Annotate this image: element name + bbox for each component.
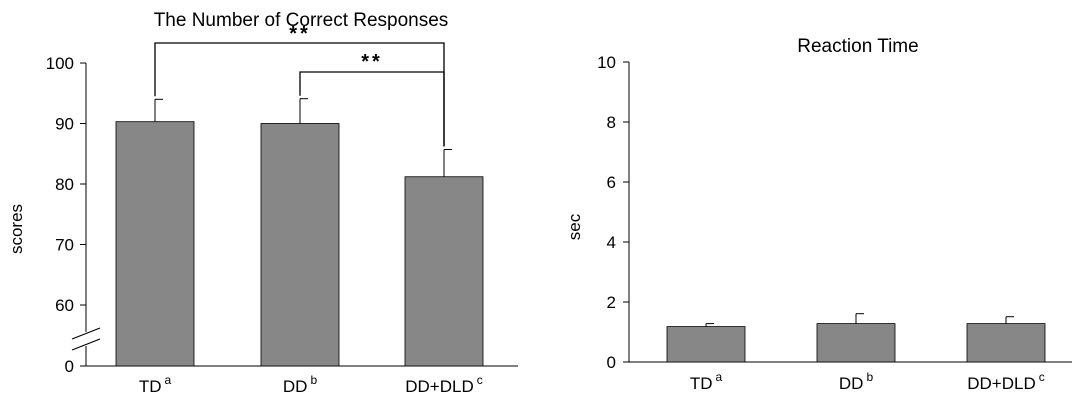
chart-correct-responses: The Number of Correct Responses 0 60 70 80 90…: [7, 10, 518, 396]
bar: [966, 323, 1046, 363]
y-tick-label: 2: [607, 293, 616, 312]
chart-title: The Number of Correct Responses: [154, 10, 449, 31]
category-label: TD a: [690, 370, 723, 393]
y-tick-label: 8: [607, 113, 616, 132]
category-label: DD b: [839, 370, 874, 393]
significance-label: **: [361, 51, 383, 73]
y-tick-label: 80: [55, 175, 74, 194]
chart-title: Reaction Time: [797, 36, 918, 57]
significance-bracket: [299, 71, 445, 147]
category-label: DD b: [283, 373, 318, 396]
y-axis-label: sec: [565, 213, 584, 240]
y-tick-label: 90: [55, 115, 74, 134]
bar: [404, 176, 484, 367]
y-tick-label: 0: [607, 353, 616, 372]
y-tick-label: 70: [55, 236, 74, 255]
bar: [816, 323, 896, 363]
y-tick-label: 4: [607, 233, 616, 252]
y-tick-label: 10: [597, 53, 616, 72]
axis-break-mark: [71, 327, 101, 340]
axis-break-mark: [71, 338, 101, 351]
y-tick-label: 60: [55, 296, 74, 315]
bar: [115, 121, 195, 367]
bar: [666, 326, 746, 363]
chart-reaction-time: Reaction Time 0 2 4 6 8 10 sec TD a DD b DD+DLD c: [565, 36, 1072, 393]
category-label: TD a: [139, 373, 172, 396]
y-tick-label: 6: [607, 173, 616, 192]
significance-label: **: [289, 23, 311, 45]
category-label: DD+DLD c: [967, 370, 1045, 393]
y-tick-label: 0: [65, 357, 74, 376]
bar: [260, 123, 340, 367]
y-axis-label: scores: [7, 204, 26, 254]
y-tick-label: 100: [46, 54, 74, 73]
category-label: DD+DLD c: [405, 373, 483, 396]
